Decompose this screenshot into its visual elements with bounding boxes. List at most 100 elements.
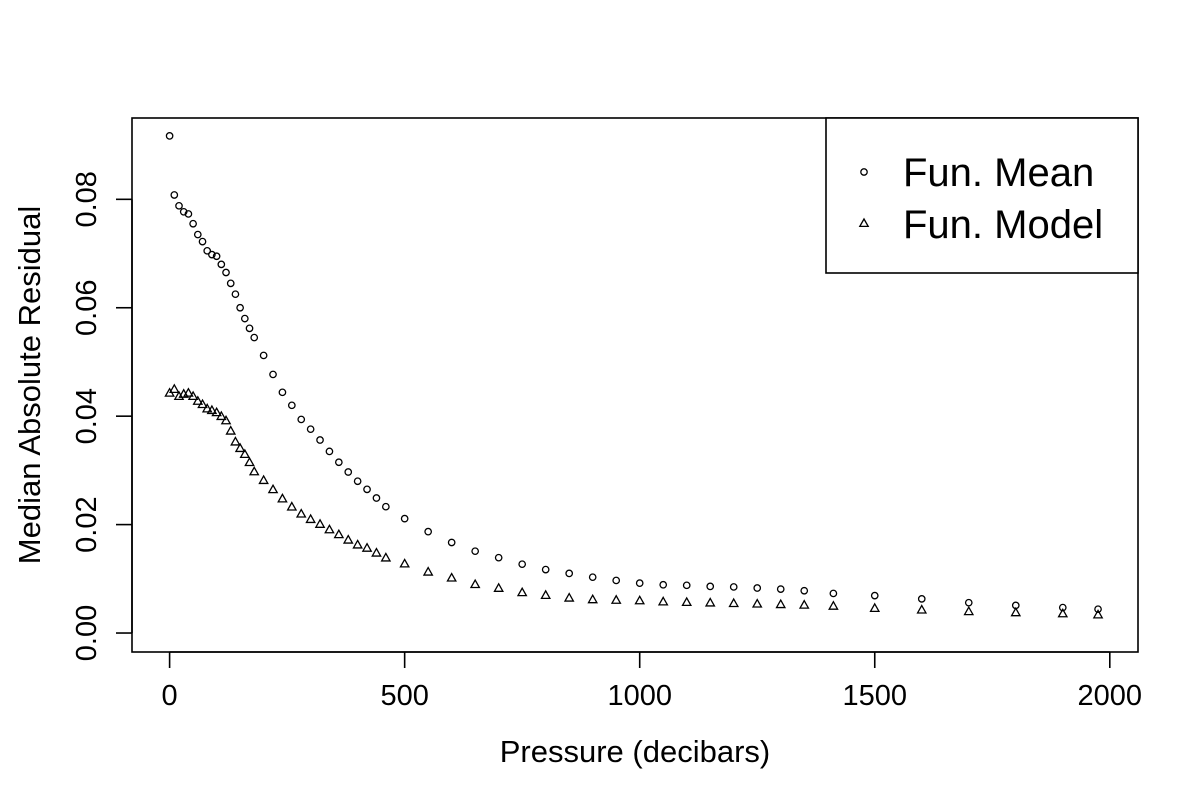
data-point-circle xyxy=(287,401,296,410)
data-point-triangle xyxy=(277,493,288,503)
data-point-circle xyxy=(344,468,353,476)
data-point-circle xyxy=(269,370,277,379)
data-point-circle xyxy=(363,485,371,494)
data-point-circle xyxy=(217,260,226,269)
x-axis: 0 500 1000 1500 2000 xyxy=(162,651,1143,712)
data-point-triangle xyxy=(183,387,194,397)
data-point-circle xyxy=(400,514,409,523)
data-point-triangle xyxy=(587,593,599,604)
data-point-triangle xyxy=(201,403,213,413)
data-point-triangle xyxy=(234,442,246,453)
data-point-circle xyxy=(250,333,259,342)
data-point-triangle xyxy=(704,597,716,607)
data-point-triangle xyxy=(422,566,434,576)
y-tick-label: 0.04 xyxy=(71,388,103,444)
data-point-circle xyxy=(870,591,879,600)
data-point-triangle xyxy=(295,508,307,518)
data-point-circle xyxy=(659,580,668,589)
data-point-circle xyxy=(753,584,762,592)
data-point-circle xyxy=(184,210,193,218)
data-point-circle xyxy=(635,579,644,587)
y-tick-label: 0.08 xyxy=(71,171,103,227)
data-point-circle xyxy=(334,458,343,467)
data-point-triangle xyxy=(244,456,255,467)
data-point-circle xyxy=(353,477,362,486)
data-point-triangle xyxy=(540,589,551,600)
data-point-circle xyxy=(964,598,973,607)
data-point-circle xyxy=(372,494,381,502)
data-point-triangle xyxy=(211,406,222,417)
data-point-triangle xyxy=(751,598,763,608)
data-point-triangle xyxy=(1010,606,1022,617)
legend-label-fun-model: Fun. Model xyxy=(903,203,1103,247)
data-point-triangle xyxy=(446,572,457,582)
data-point-circle xyxy=(222,268,230,277)
data-point-circle xyxy=(382,502,390,511)
data-point-circle xyxy=(682,581,691,590)
data-point-triangle xyxy=(314,518,326,528)
y-axis-title: Median Absolute Residual xyxy=(12,206,47,564)
data-point-triangle xyxy=(916,604,928,614)
data-point-triangle xyxy=(361,542,373,552)
data-point-triangle xyxy=(305,513,316,524)
data-point-circle xyxy=(306,425,315,434)
legend-marker-fun-mean xyxy=(860,168,868,176)
data-point-circle xyxy=(198,237,207,246)
data-point-triangle xyxy=(216,410,227,421)
data-point-circle xyxy=(165,132,174,140)
data-point-circle xyxy=(179,207,188,216)
data-point-circle xyxy=(447,538,456,547)
x-tick-label: 2000 xyxy=(1078,680,1143,712)
data-point-triangle xyxy=(610,594,622,604)
data-point-circle xyxy=(325,447,334,456)
data-point-circle xyxy=(259,351,268,360)
data-point-circle xyxy=(800,586,809,595)
data-point-triangle xyxy=(197,398,208,409)
legend-label-fun-mean: Fun. Mean xyxy=(903,151,1094,195)
data-point-triangle xyxy=(267,483,279,494)
data-point-circle xyxy=(297,415,306,424)
data-point-circle xyxy=(240,314,249,323)
data-point-circle xyxy=(588,573,597,582)
data-point-circle xyxy=(1094,605,1102,614)
data-point-circle xyxy=(236,303,244,312)
data-point-triangle xyxy=(469,578,481,589)
data-point-triangle xyxy=(324,523,335,534)
x-tick-label: 500 xyxy=(380,680,428,712)
data-point-triangle xyxy=(634,594,646,605)
y-tick-label: 0.06 xyxy=(71,280,103,336)
data-point-circle xyxy=(208,250,216,259)
data-point-circle xyxy=(776,585,785,593)
data-point-triangle xyxy=(963,605,975,616)
data-point-triangle xyxy=(828,600,839,610)
data-point-triangle xyxy=(168,383,180,393)
data-point-triangle xyxy=(775,598,787,609)
data-point-circle xyxy=(212,252,221,261)
legend-box xyxy=(825,117,1139,274)
data-point-circle xyxy=(170,191,179,199)
data-point-triangle xyxy=(230,436,241,446)
data-point-circle xyxy=(316,436,324,444)
data-point-triangle xyxy=(1092,609,1104,619)
data-point-circle xyxy=(1058,603,1067,612)
data-point-circle xyxy=(612,576,621,585)
data-point-circle xyxy=(729,583,738,591)
data-point-circle xyxy=(189,219,197,228)
data-point-circle xyxy=(424,527,433,536)
data-point-triangle xyxy=(1057,607,1069,618)
x-tick-label: 1500 xyxy=(842,680,907,712)
data-point-triangle xyxy=(248,465,260,476)
data-point-triangle xyxy=(371,547,382,557)
data-point-circle xyxy=(245,324,254,333)
data-point-circle xyxy=(565,569,574,578)
data-point-triangle xyxy=(563,592,575,602)
data-point-triangle xyxy=(333,528,345,539)
data-point-triangle xyxy=(258,474,269,485)
data-point-triangle xyxy=(681,596,693,607)
series-layer xyxy=(164,132,1104,619)
data-point-circle xyxy=(494,553,503,562)
data-point-triangle xyxy=(657,596,669,606)
data-point-circle xyxy=(471,547,480,556)
